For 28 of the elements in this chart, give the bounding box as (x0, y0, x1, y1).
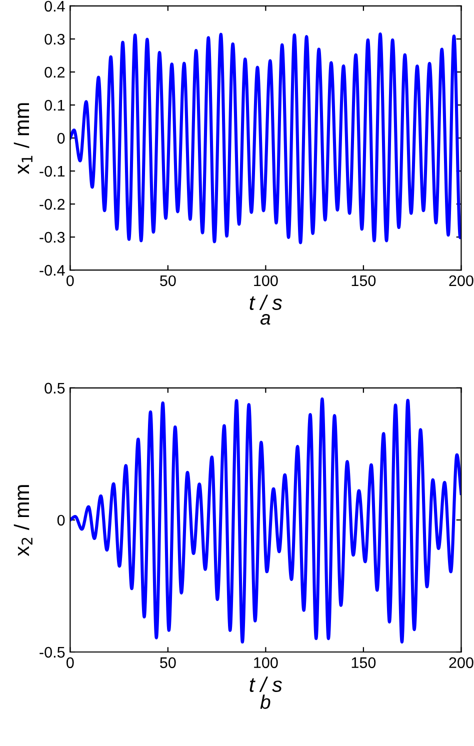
x-axis-title: t / s (250, 294, 282, 310)
text: b (260, 694, 270, 709)
y-tick-label: 0.3 (44, 34, 65, 45)
x-tick-label: 200 (449, 657, 474, 668)
y-tick-label: -0.4 (40, 264, 65, 276)
x-tick-label: 50 (160, 657, 176, 668)
x-tick-label: 200 (449, 275, 474, 286)
y-axis-title: x$_{2}$ / mm (14, 485, 32, 556)
y-axis-title: x$_{1}$ / mm (14, 103, 32, 174)
y-tick-label: -0.3 (40, 232, 65, 243)
y-tick-label: 0.1 (44, 100, 65, 111)
y-tick-label: 0 (57, 132, 65, 144)
x-tick-label: 100 (254, 275, 278, 286)
x-tick-label: 50 (160, 275, 176, 286)
y-tick-label: -0.5 (40, 646, 65, 658)
y-tick-label: 0.4 (44, 0, 65, 12)
x-tick-label: 150 (352, 657, 376, 668)
text: a (260, 314, 270, 325)
x-axis-title: t / s (250, 676, 282, 692)
x-tick-label: 150 (352, 275, 376, 286)
y-tick-label: 0.2 (44, 66, 65, 78)
x-tick-label: 0 (66, 657, 74, 668)
y-tick-label: -0.2 (40, 198, 65, 210)
y-tick-label: 0 (57, 514, 65, 526)
y-tick-label: 0.5 (44, 382, 65, 394)
y-tick-label: -0.1 (40, 166, 65, 177)
x-tick-label: 0 (66, 275, 74, 286)
x-tick-label: 100 (254, 657, 278, 668)
